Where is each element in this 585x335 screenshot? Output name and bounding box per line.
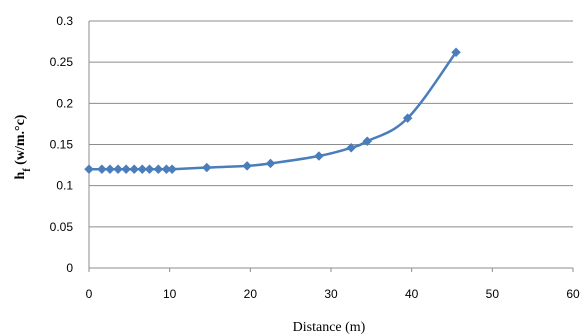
data-point-marker (265, 158, 276, 169)
data-point-marker (137, 164, 148, 175)
y-tick-label: 0.25 (50, 55, 74, 69)
data-point-marker (451, 47, 461, 58)
data-point-marker (113, 164, 123, 175)
x-tick-label: 10 (163, 287, 177, 301)
data-point-marker (105, 164, 115, 175)
x-tick-label: 0 (86, 287, 93, 301)
y-axis-label-main: h (13, 171, 28, 179)
data-point-marker (201, 162, 212, 173)
x-tick-labels: 0 10 20 30 40 50 60 (86, 287, 580, 301)
data-point-marker (129, 164, 140, 175)
x-tick-label: 50 (486, 287, 500, 301)
y-axis-label-sub: f (22, 168, 33, 172)
x-axis-label: Distance (m) (293, 320, 366, 335)
data-point-marker (242, 161, 252, 171)
y-axis-label: hf (w/m.°c) (13, 114, 33, 179)
data-point-marker (153, 164, 164, 175)
data-point-marker (314, 151, 324, 161)
x-tick-label: 20 (244, 287, 258, 301)
y-axis-label-rest: (w/m.°c) (13, 114, 28, 168)
grid-lines (89, 20, 573, 228)
data-point-marker (167, 164, 177, 175)
data-point-marker (121, 164, 131, 175)
data-point-marker (362, 136, 373, 147)
y-tick-label: 0.1 (56, 179, 73, 193)
y-tick-label: 0 (66, 261, 73, 275)
x-tick-label: 60 (566, 287, 580, 301)
data-series (84, 47, 461, 175)
data-point-marker (144, 164, 155, 175)
x-tick-label: 30 (324, 287, 338, 301)
y-tick-labels: 0 0.05 0.1 0.15 0.2 0.25 0.3 (50, 14, 74, 275)
data-point-marker (402, 113, 413, 124)
series-line (89, 51, 458, 171)
axes (88, 21, 574, 272)
data-point-marker (84, 164, 94, 175)
data-point-marker (346, 142, 357, 153)
y-tick-label: 0.3 (56, 14, 73, 28)
x-tick-label: 40 (405, 287, 419, 301)
data-point-marker (97, 164, 107, 175)
y-tick-label: 0.2 (56, 96, 73, 110)
y-tick-label: 0.05 (50, 220, 74, 234)
y-tick-label: 0.15 (50, 138, 74, 152)
